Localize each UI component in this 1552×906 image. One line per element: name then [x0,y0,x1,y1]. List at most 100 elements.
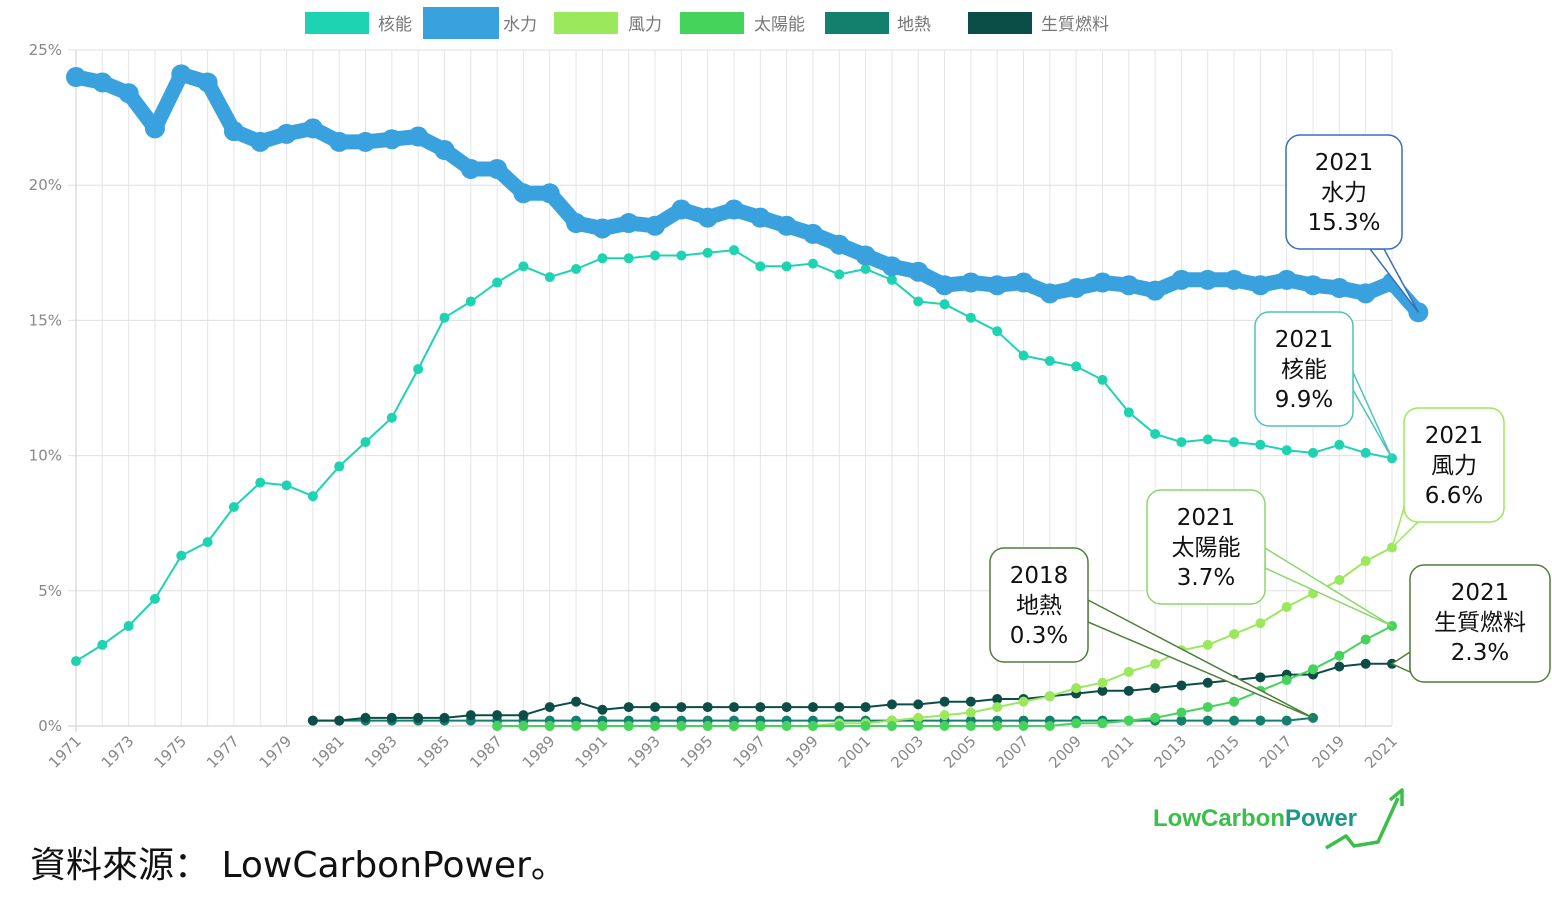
data-point-nuclear [1308,447,1319,458]
data-point-biomass [886,699,897,710]
data-point-hydro [776,215,797,236]
series-biomass [307,658,1397,726]
data-point-solar [1308,664,1319,675]
callout-text-line: 2.3% [1451,640,1509,666]
data-point-nuclear [1018,350,1029,361]
data-point-nuclear [1123,407,1134,418]
data-point-nuclear [544,272,555,283]
data-point-nuclear [176,550,187,561]
data-point-nuclear [149,593,160,604]
data-point-nuclear [992,326,1003,337]
data-point-nuclear [1360,447,1371,458]
x-tick-label: 2015 [1203,732,1243,772]
data-point-nuclear [1281,445,1292,456]
data-point-wind [1334,574,1345,585]
data-point-biomass [939,696,950,707]
x-tick-label: 2007 [993,732,1033,772]
data-point-nuclear [729,245,739,256]
legend-label-hydro: 水力 [503,15,537,35]
data-point-biomass [1255,672,1266,683]
y-tick-label: 10% [29,447,62,465]
data-point-biomass [360,712,371,723]
x-tick-label: 1989 [519,732,559,772]
data-point-wind [1255,618,1266,629]
data-point-hydro [144,118,165,139]
data-point-wind [1281,602,1292,613]
series-line-hydro [68,66,1426,320]
legend-label-nuclear: 核能 [378,15,412,35]
data-point-biomass [1202,677,1213,688]
data-point-wind [1150,658,1161,669]
data-point-nuclear [1334,439,1345,450]
data-point-solar [886,721,897,731]
data-point-nuclear [360,437,371,448]
data-point-geothermal [1176,715,1187,726]
data-point-biomass [807,702,818,713]
callout-box [1146,489,1266,605]
data-point-solar [702,721,713,731]
data-point-biomass [439,712,450,723]
callout-hydro: 2021 水力 15.3% [1285,134,1419,313]
data-point-solar [1123,715,1134,726]
y-tick-label: 5% [38,582,62,600]
data-point-nuclear [1176,437,1187,448]
data-point-wind [965,707,976,718]
data-point-wind [1097,677,1108,688]
y-tick-label: 20% [29,176,62,194]
data-point-biomass [965,696,976,707]
callout-text-line: 核能 [1281,357,1327,383]
data-point-biomass [571,696,582,707]
data-point-hydro [802,223,823,244]
data-point-geothermal [1255,715,1266,726]
callout-biomass: 2021 生質燃料 2.3% [1390,564,1551,683]
data-point-hydro [1171,269,1192,290]
data-point-wind [1202,639,1213,650]
series-hydro [66,64,1429,323]
data-point-hydro [276,123,297,144]
callout-pointer [1264,546,1393,627]
data-point-hydro [1118,275,1139,296]
data-point-nuclear [1255,439,1266,450]
data-point-wind [1123,666,1134,677]
data-point-biomass [1123,685,1134,696]
data-point-solar [939,721,950,731]
data-point-nuclear [307,491,318,502]
data-point-biomass [992,693,1003,704]
data-point-solar [597,721,608,731]
data-point-biomass [413,712,424,723]
callout-box [989,547,1089,663]
data-point-solar [623,721,634,731]
data-point-nuclear [202,537,213,548]
data-point-wind [1018,696,1029,707]
data-point-solar [1334,650,1345,661]
data-point-nuclear [807,258,818,269]
data-point-hydro [1066,277,1087,298]
callout-text-line: 地熱 [1016,593,1062,619]
data-point-geothermal [1229,715,1240,726]
data-point-solar [1071,718,1082,729]
data-point-solar [1229,696,1240,707]
data-point-biomass [1176,680,1187,691]
data-point-hydro [1039,283,1060,304]
x-tick-label: 2005 [940,732,980,772]
legend-swatch-nuclear [305,12,369,34]
x-tick-label: 2013 [1151,732,1191,772]
data-point-solar [1176,707,1187,718]
callout-text-line: 6.6% [1425,483,1483,509]
data-point-biomass [755,702,766,713]
x-tick-label: 1991 [571,732,611,772]
data-point-biomass [518,710,529,721]
data-point-solar [965,721,976,731]
legend-label-geothermal: 地熱 [897,15,931,35]
legend-swatch-hydro [423,7,499,39]
data-point-nuclear [71,656,81,667]
data-point-hydro [750,207,771,228]
data-point-nuclear [518,261,529,272]
data-point-nuclear [834,269,845,280]
data-point-nuclear [650,250,661,261]
callout-text-line: 生質燃料 [1434,610,1526,636]
data-point-hydro [1276,269,1297,290]
legend-label-wind: 風力 [628,15,662,35]
data-point-hydro [539,183,560,204]
data-point-nuclear [1229,437,1240,448]
